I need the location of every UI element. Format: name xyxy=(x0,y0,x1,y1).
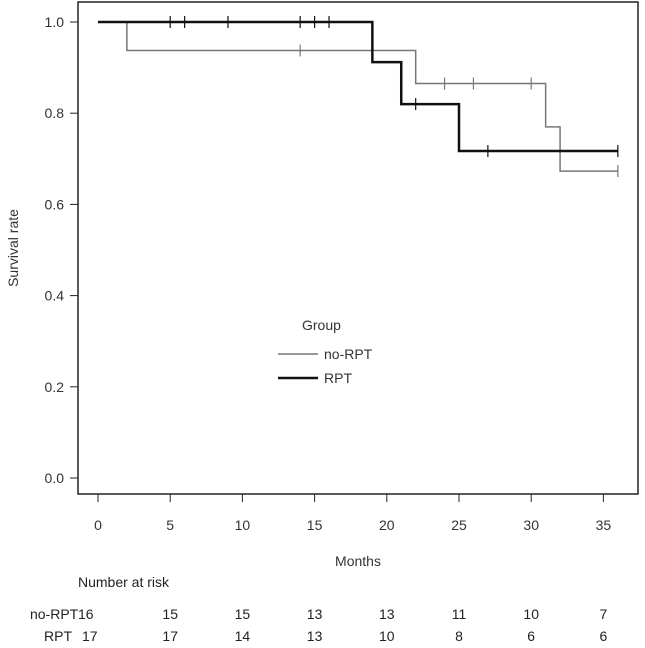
legend-label-no-rpt: no-RPT xyxy=(324,346,373,362)
risk-count: 13 xyxy=(379,606,395,622)
y-tick-label: 0.2 xyxy=(45,379,65,395)
x-tick-label: 10 xyxy=(235,517,251,533)
y-axis-title: Survival rate xyxy=(5,209,21,287)
curve-rpt xyxy=(98,20,618,153)
x-tick-label: 15 xyxy=(307,517,323,533)
risk-count: 14 xyxy=(235,628,251,644)
risk-count: 17 xyxy=(162,628,178,644)
risk-count: 6 xyxy=(600,628,608,644)
risk-count: 15 xyxy=(162,606,178,622)
legend-label-rpt: RPT xyxy=(324,370,352,386)
plot-frame xyxy=(77,1,639,495)
risk-count: 10 xyxy=(523,606,539,622)
y-tick-label: 0.0 xyxy=(45,470,65,486)
x-axis-title: Months xyxy=(335,553,381,569)
legend-title: Group xyxy=(302,317,341,333)
y-tick-label: 0.4 xyxy=(45,288,65,304)
x-tick-label: 35 xyxy=(596,517,612,533)
curve-no-rpt xyxy=(98,21,618,172)
axes-ticks: 0 5 10 15 20 25 30 35 0.0 0.2 0.4 0.6 0.8 1.0 xyxy=(45,14,612,533)
risk-table-title: Number at risk xyxy=(78,574,170,590)
x-tick-label: 0 xyxy=(94,517,102,533)
risk-row-label-no-rpt: no-RPT xyxy=(30,606,79,622)
y-tick-label: 0.8 xyxy=(45,105,65,121)
risk-count: 13 xyxy=(307,628,323,644)
risk-count: 17 xyxy=(82,628,98,644)
y-tick-label: 0.6 xyxy=(45,196,65,212)
risk-row-label-rpt: RPT xyxy=(44,628,72,644)
risk-count: 10 xyxy=(379,628,395,644)
x-tick-label: 25 xyxy=(451,517,467,533)
x-tick-label: 30 xyxy=(523,517,539,533)
legend: Group no-RPT RPT xyxy=(278,317,373,386)
risk-table-counts: 16 15 15 13 13 11 10 7 17 17 14 13 10 8 6 6 xyxy=(78,606,608,644)
risk-count: 7 xyxy=(600,606,608,622)
censor-marks xyxy=(169,16,619,178)
risk-count: 6 xyxy=(527,628,535,644)
risk-count: 16 xyxy=(78,606,94,622)
risk-count: 15 xyxy=(235,606,251,622)
x-tick-label: 5 xyxy=(166,517,174,533)
survival-curves xyxy=(98,20,618,172)
y-tick-label: 1.0 xyxy=(45,14,65,30)
risk-count: 8 xyxy=(455,628,463,644)
x-tick-label: 20 xyxy=(379,517,395,533)
risk-count: 11 xyxy=(452,606,467,622)
risk-count: 13 xyxy=(307,606,323,622)
